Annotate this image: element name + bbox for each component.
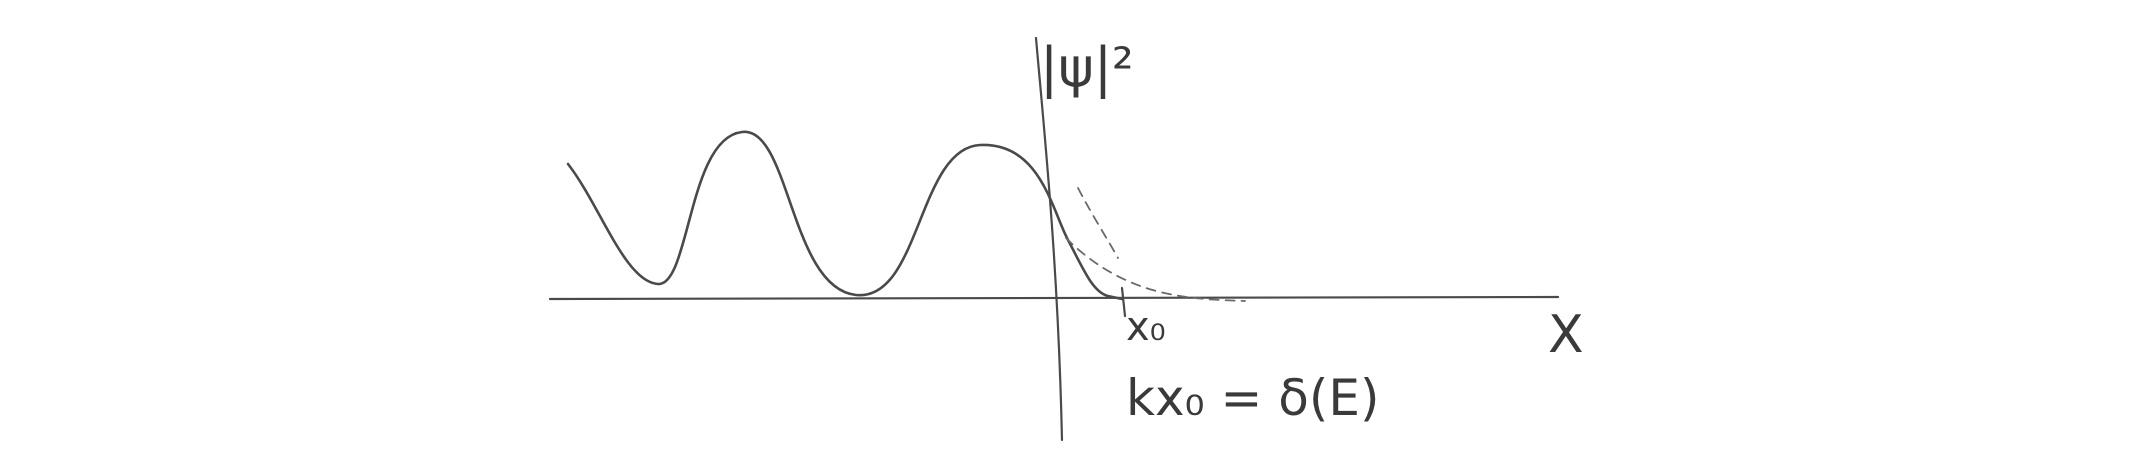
x-axis — [548, 295, 1560, 301]
probability-density-curve — [566, 130, 1124, 301]
y-axis — [1034, 36, 1064, 442]
turning-point-label: x₀ — [1126, 304, 1166, 350]
x0-tick — [1120, 286, 1127, 318]
dashed-asymptote — [1065, 237, 1246, 302]
phase-relation-label: kx₀ = δ(E) — [1126, 369, 1379, 427]
x-axis-label: X — [1548, 305, 1584, 365]
y-axis-label: |ψ|² — [1040, 36, 1134, 99]
dashed-guide — [1077, 187, 1119, 259]
